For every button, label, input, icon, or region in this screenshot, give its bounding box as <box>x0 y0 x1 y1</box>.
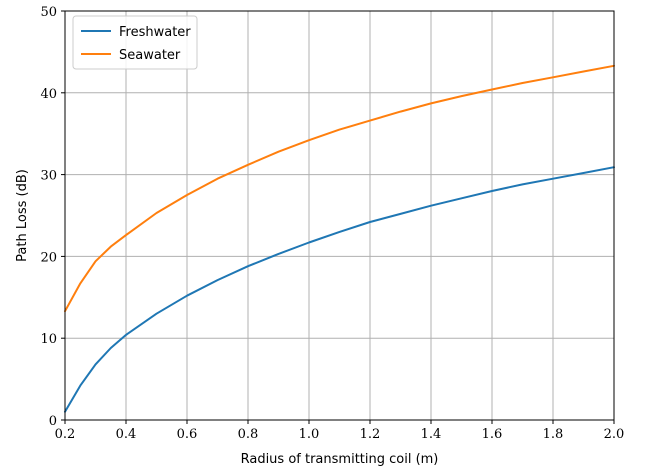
legend-label-seawater: Seawater <box>119 48 181 63</box>
x-tick-label: 0.6 <box>177 427 198 442</box>
y-tick-label: 30 <box>40 169 57 184</box>
y-tick-label: 50 <box>40 5 57 20</box>
y-tick-label: 10 <box>40 332 57 347</box>
x-tick-label: 2.0 <box>604 427 625 442</box>
series-line-freshwater <box>64 166 615 413</box>
legend-label-freshwater: Freshwater <box>119 25 191 40</box>
grid-layer <box>64 10 615 421</box>
y-axis-label: Path Loss (dB) <box>15 169 30 262</box>
y-tick-label: 0 <box>49 414 57 429</box>
series-line-seawater <box>64 64 615 313</box>
x-tick-label: 1.8 <box>543 427 564 442</box>
ticks-layer: 0.2 0.4 0.6 0.8 1.0 1.2 1.4 1.6 1.8 2.0 0 10 20 30 40 5… <box>40 5 624 442</box>
plot-frame <box>64 10 615 421</box>
x-tick-label: 1.6 <box>482 427 503 442</box>
x-tick-label: 0.4 <box>116 427 137 442</box>
y-tick-label: 20 <box>40 250 57 265</box>
x-tick-label: 0.8 <box>238 427 259 442</box>
y-tick-label: 40 <box>40 87 57 102</box>
series-layer <box>64 64 615 413</box>
x-tick-label: 1.2 <box>360 427 381 442</box>
x-tick-label: 1.4 <box>421 427 442 442</box>
legend-box <box>72 15 198 70</box>
x-tick-label: 1.0 <box>299 427 320 442</box>
legend: Freshwater Seawater <box>72 15 198 70</box>
x-tick-label: 0.2 <box>55 427 76 442</box>
x-axis-label: Radius of transmitting coil (m) <box>241 452 439 467</box>
